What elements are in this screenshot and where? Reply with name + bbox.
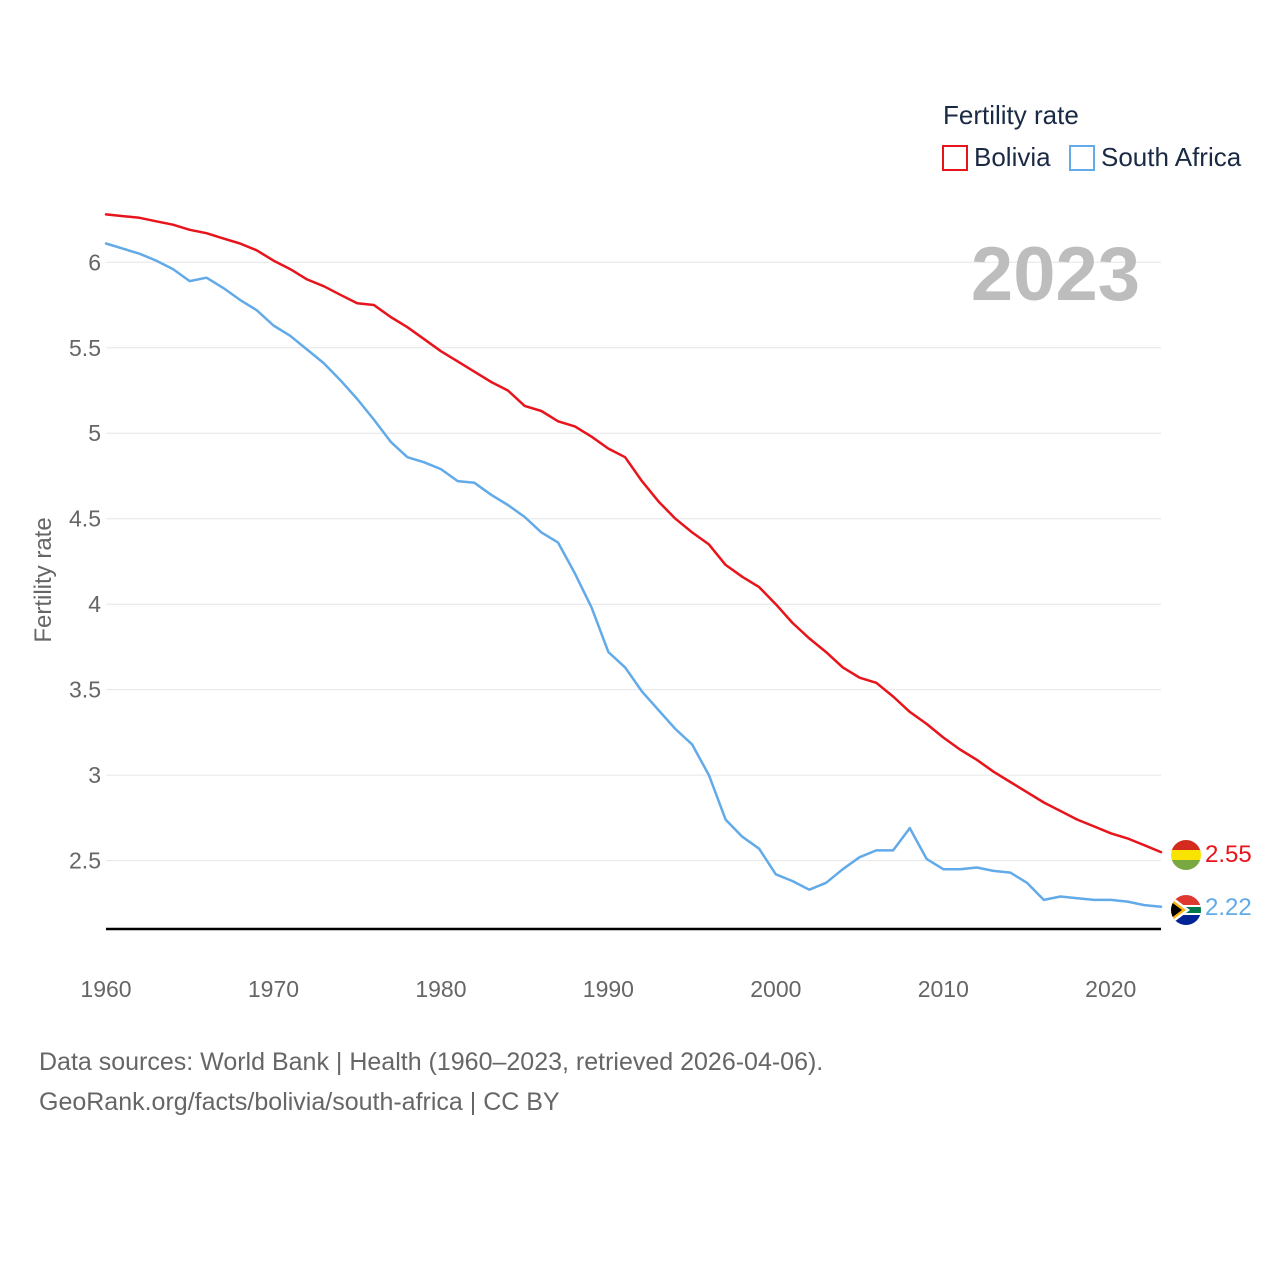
y-tick-label: 5: [88, 420, 101, 446]
x-tick-label: 2000: [750, 976, 801, 1002]
y-tick-label: 5.5: [69, 335, 101, 361]
data-sources-text: Data sources: World Bank | Health (1960–…: [39, 1048, 824, 1076]
y-tick-label: 2.5: [69, 848, 101, 874]
source-link[interactable]: GeoRank.org/facts/bolivia/south-africa |…: [39, 1088, 560, 1116]
footer: Data sources: World Bank | Health (1960–…: [39, 1042, 823, 1122]
south-africa-flag-icon: [1171, 895, 1201, 925]
legend-label-bolivia[interactable]: Bolivia: [974, 142, 1051, 172]
series-lines: [104, 213, 1163, 909]
legend-swatch-bolivia[interactable]: [942, 145, 968, 171]
series-line-bolivia[interactable]: [104, 213, 1163, 854]
x-tick-label: 1970: [248, 976, 299, 1002]
y-tick-label: 6: [88, 249, 101, 275]
end-value-label-bolivia: 2.55: [1205, 841, 1252, 868]
gridlines: [106, 261, 1161, 862]
y-tick-label: 4.5: [69, 506, 101, 532]
x-tick-label: 1980: [415, 976, 466, 1002]
bolivia-flag-icon: [1171, 840, 1201, 870]
legend: Fertility rate Bolivia South Africa: [942, 100, 1242, 172]
series-line-south-africa[interactable]: [104, 242, 1163, 909]
year-overlay: 2023: [971, 232, 1140, 317]
legend-title: Fertility rate: [943, 100, 1079, 130]
x-tick-label: 2010: [918, 976, 969, 1002]
y-axis-title: Fertility rate: [30, 517, 57, 642]
x-tick-label: 1990: [583, 976, 634, 1002]
y-tick-label: 3.5: [69, 677, 101, 703]
x-tick-label: 1960: [80, 976, 131, 1002]
legend-label-south-africa[interactable]: South Africa: [1101, 142, 1242, 172]
y-tick-label: 3: [88, 762, 101, 788]
y-tick-labels: 2.5 3 3.5 4 4.5 5 5.5 6: [69, 249, 101, 873]
y-tick-label: 4: [88, 591, 101, 617]
x-tick-labels: 1960 1970 1980 1990 2000 2010 2020: [80, 976, 1136, 1002]
end-value-label-south-africa: 2.22: [1205, 894, 1252, 921]
x-tick-label: 2020: [1085, 976, 1136, 1002]
legend-swatch-south-africa[interactable]: [1069, 145, 1095, 171]
